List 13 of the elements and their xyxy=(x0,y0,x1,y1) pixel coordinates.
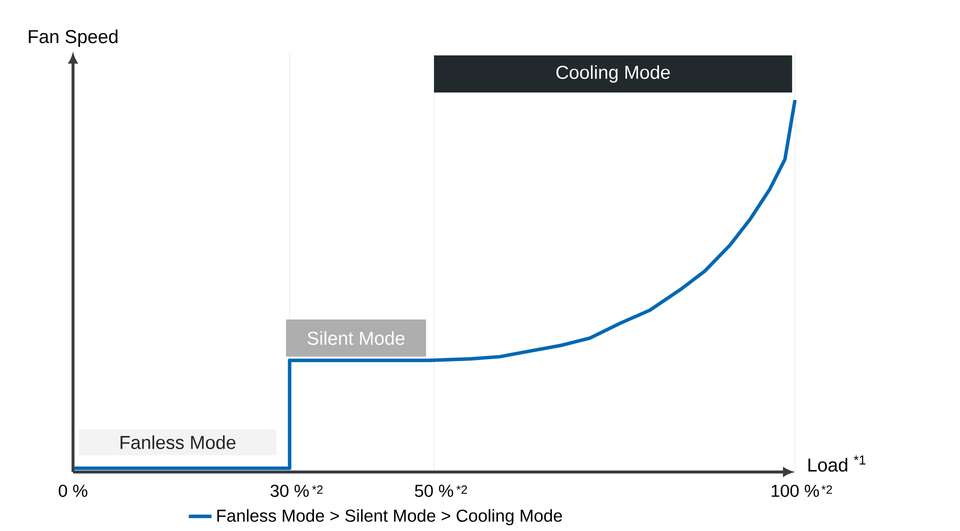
text: Cooling Mode xyxy=(556,65,670,83)
x-tick-label: 50 % xyxy=(414,484,454,497)
x-tick-label: 30 % xyxy=(270,484,309,497)
text: *2 xyxy=(312,485,323,494)
annotation: Silent Mode xyxy=(308,331,404,345)
x-tick-label: 0 % xyxy=(58,484,88,497)
y-axis-title: Fan Speed xyxy=(28,30,118,47)
legend-label: Fanless Mode > Silent Mode > Cooling Mode xyxy=(217,509,562,526)
x-axis-title: Load $^{*1}$ xyxy=(808,456,866,472)
text: *2 xyxy=(456,485,468,494)
x-tick-label: 100 % xyxy=(772,484,819,497)
annotation: Fanless Mode xyxy=(120,435,236,450)
text: *2 xyxy=(821,485,832,494)
